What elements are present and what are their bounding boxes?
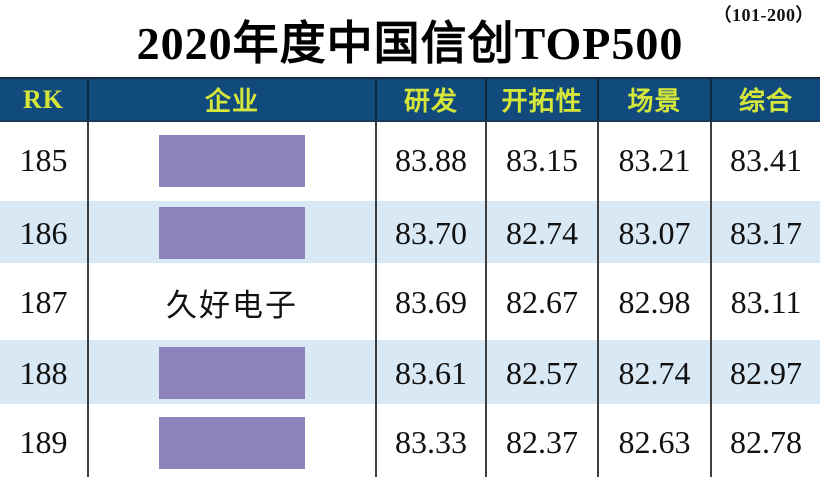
score-cell: 82.67 [485,267,597,338]
redaction-block [159,416,305,469]
score-cell: 83.11 [710,267,820,338]
column-header-rnd: 研发 [375,77,485,122]
score-cell: 83.33 [375,408,485,477]
score-cell: 82.78 [710,408,820,477]
page-title: 2020年度中国信创TOP500 [136,18,684,69]
score-cell: 83.69 [375,267,485,338]
score-cell: 83.17 [710,199,820,267]
company-cell [87,338,375,408]
redaction-block [159,134,305,187]
score-cell: 82.97 [710,338,820,408]
company-cell [87,199,375,267]
score-cell: 82.98 [597,267,710,338]
score-cell: 82.74 [597,338,710,408]
company-cell [87,122,375,199]
score-cell: 82.63 [597,408,710,477]
column-header-scenario: 场景 [597,77,710,122]
score-cell: 82.37 [485,408,597,477]
score-cell: 83.61 [375,338,485,408]
ranking-table: RK 企业 研发 开拓性 场景 综合 185 83.88 83.15 83.21… [0,77,820,477]
rank-cell: 189 [0,408,87,477]
company-cell: 久好电子 [87,267,375,338]
range-note: （101-200） [713,5,814,25]
score-cell: 83.88 [375,122,485,199]
score-cell: 82.74 [485,199,597,267]
score-cell: 83.21 [597,122,710,199]
score-cell: 83.70 [375,199,485,267]
rank-cell: 188 [0,338,87,408]
redaction-block [159,347,305,399]
score-cell: 83.07 [597,199,710,267]
column-header-company: 企业 [87,77,375,122]
rank-cell: 187 [0,267,87,338]
redaction-block [159,207,305,259]
score-cell: 83.15 [485,122,597,199]
rank-cell: 185 [0,122,87,199]
rank-cell: 186 [0,199,87,267]
column-header-pioneering: 开拓性 [485,77,597,122]
company-cell [87,408,375,477]
score-cell: 83.41 [710,122,820,199]
score-cell: 82.57 [485,338,597,408]
column-header-rk: RK [0,77,87,122]
column-header-overall: 综合 [710,77,820,122]
